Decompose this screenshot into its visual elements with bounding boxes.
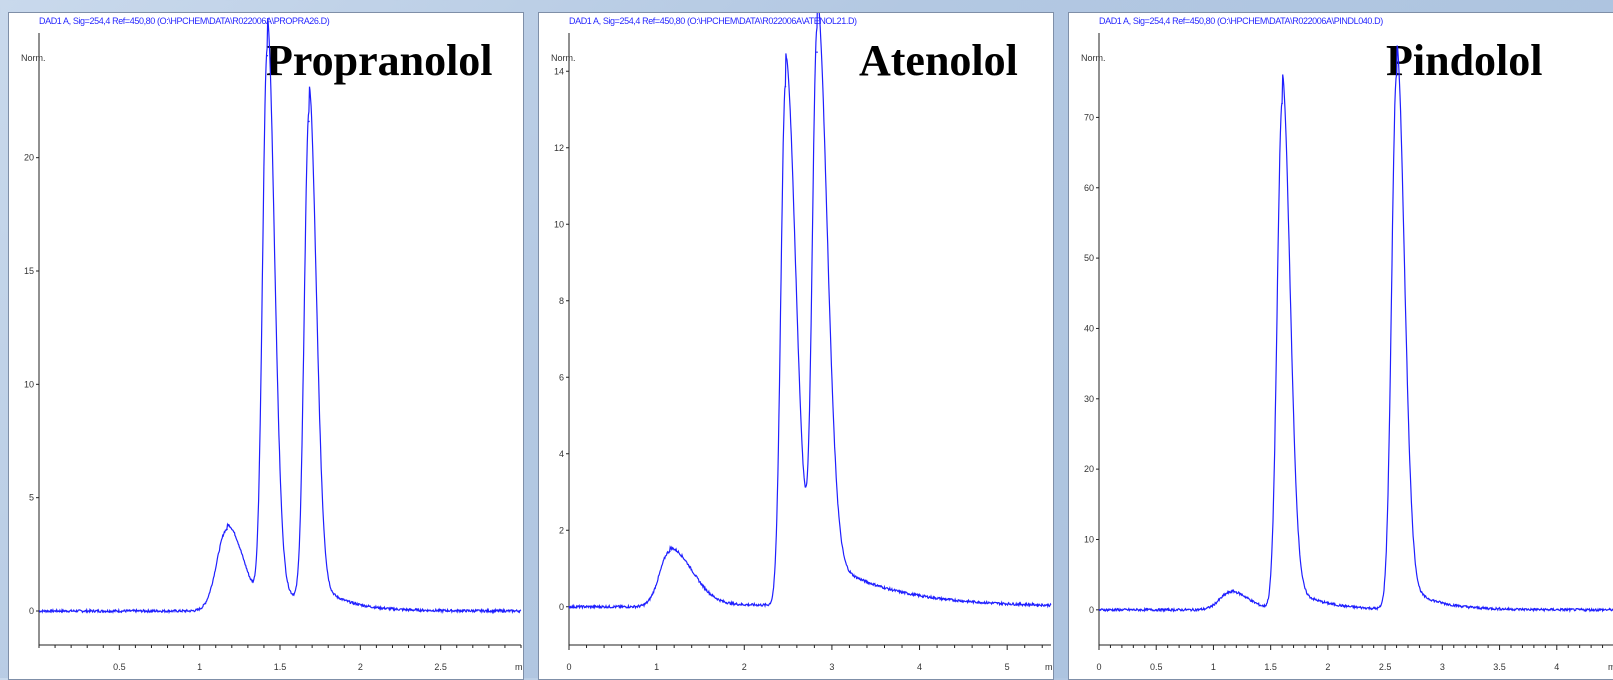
x-tick-label: 2 [358, 662, 363, 672]
y-tick-label: 0 [29, 606, 34, 616]
peak-point [266, 54, 268, 57]
y-tick-label: 2 [559, 525, 564, 535]
y-tick-label: 5 [29, 493, 34, 503]
peak-point [784, 85, 787, 88]
chart-header: DAD1 A, Sig=254,4 Ref=450,80 (O:\HPCHEM\… [1099, 16, 1383, 26]
y-tick-label: 50 [1084, 253, 1094, 263]
y-tick-label: 30 [1084, 394, 1094, 404]
peak-point [816, 51, 818, 53]
y-tick-label: 6 [559, 372, 564, 382]
chart-svg: Norm. 0 10 20 30 40 50 60 70 0 0.5 1 1.5 2 2.5 3 3.5 4 min [1081, 33, 1613, 672]
x-axis-label: min [515, 662, 523, 672]
chart-title: Pindolol [1386, 36, 1543, 85]
signal-trace [568, 13, 1052, 610]
x-tick-label: 0.5 [113, 662, 126, 672]
chart-title: Atenolol [859, 36, 1018, 85]
y-tick-label: 14 [554, 66, 564, 76]
y-tick-label: 40 [1084, 323, 1094, 333]
x-tick-label: 3 [829, 662, 834, 672]
y-tick-label: 70 [1084, 112, 1094, 122]
y-tick-label: 8 [559, 296, 564, 306]
x-tick-label: 2.5 [1379, 662, 1392, 672]
x-axis-label: min [1608, 662, 1613, 672]
x-tick-label: 1.5 [274, 662, 287, 672]
x-tick-label: 3.5 [1493, 662, 1506, 672]
x-tick-label: 1 [1211, 662, 1216, 672]
y-tick-label: 20 [1084, 464, 1094, 474]
peak-point [668, 550, 671, 553]
chart-svg: Norm. 0 5 10 15 20 0.5 1 1.5 2 2.5 min [21, 18, 523, 672]
signal-trace [1098, 45, 1613, 614]
chart-header: DAD1 A, Sig=254,4 Ref=450,80 (O:\HPCHEM\… [39, 16, 330, 26]
x-tick-label: 2 [742, 662, 747, 672]
peak-point [308, 120, 310, 123]
chromatogram-panel-propranolol: DAD1 A, Sig=254,4 Ref=450,80 (O:\HPCHEM\… [8, 12, 524, 680]
chromatogram-panel-pindolol: DAD1 A, Sig=254,4 Ref=450,80 (O:\HPCHEM\… [1068, 12, 1613, 680]
signal-trace [38, 18, 522, 615]
x-tick-label: 4 [1554, 662, 1559, 672]
peak-point [1281, 102, 1283, 105]
y-tick-label: 60 [1084, 183, 1094, 193]
x-axis-label: min [1045, 662, 1053, 672]
chromatogram-panel-atenolol: DAD1 A, Sig=254,4 Ref=450,80 (O:\HPCHEM\… [538, 12, 1054, 680]
chart-svg: Norm.02468101214012345min [551, 13, 1053, 672]
chart-header: DAD1 A, Sig=254,4 Ref=450,80 (O:\HPCHEM\… [569, 16, 857, 26]
x-tick-label: 0.5 [1150, 662, 1163, 672]
x-tick-label: 0 [1096, 662, 1101, 672]
y-tick-label: 10 [1084, 534, 1094, 544]
peak-point [1395, 74, 1398, 77]
x-tick-label: 5 [1005, 662, 1010, 672]
peak-point [226, 528, 228, 531]
x-tick-label: 0 [566, 662, 571, 672]
y-tick-label: 10 [554, 219, 564, 229]
x-tick-label: 1 [654, 662, 659, 672]
y-axis-label: Norm. [551, 53, 576, 63]
x-tick-label: 1 [197, 662, 202, 672]
y-tick-label: 20 [24, 153, 34, 163]
x-tick-label: 2 [1325, 662, 1330, 672]
peak-point [1229, 591, 1232, 594]
y-tick-label: 12 [554, 143, 564, 153]
y-tick-label: 0 [559, 602, 564, 612]
x-tick-label: 1.5 [1264, 662, 1277, 672]
chart-title: Propranolol [266, 36, 493, 85]
y-axis-label: Norm. [21, 53, 46, 63]
y-tick-label: 10 [24, 379, 34, 389]
x-tick-label: 2.5 [434, 662, 447, 672]
y-tick-label: 0 [1089, 605, 1094, 615]
y-axis-label: Norm. [1081, 53, 1106, 63]
y-tick-label: 4 [559, 449, 564, 459]
x-tick-label: 3 [1440, 662, 1445, 672]
y-tick-label: 15 [24, 266, 34, 276]
x-tick-label: 4 [917, 662, 922, 672]
